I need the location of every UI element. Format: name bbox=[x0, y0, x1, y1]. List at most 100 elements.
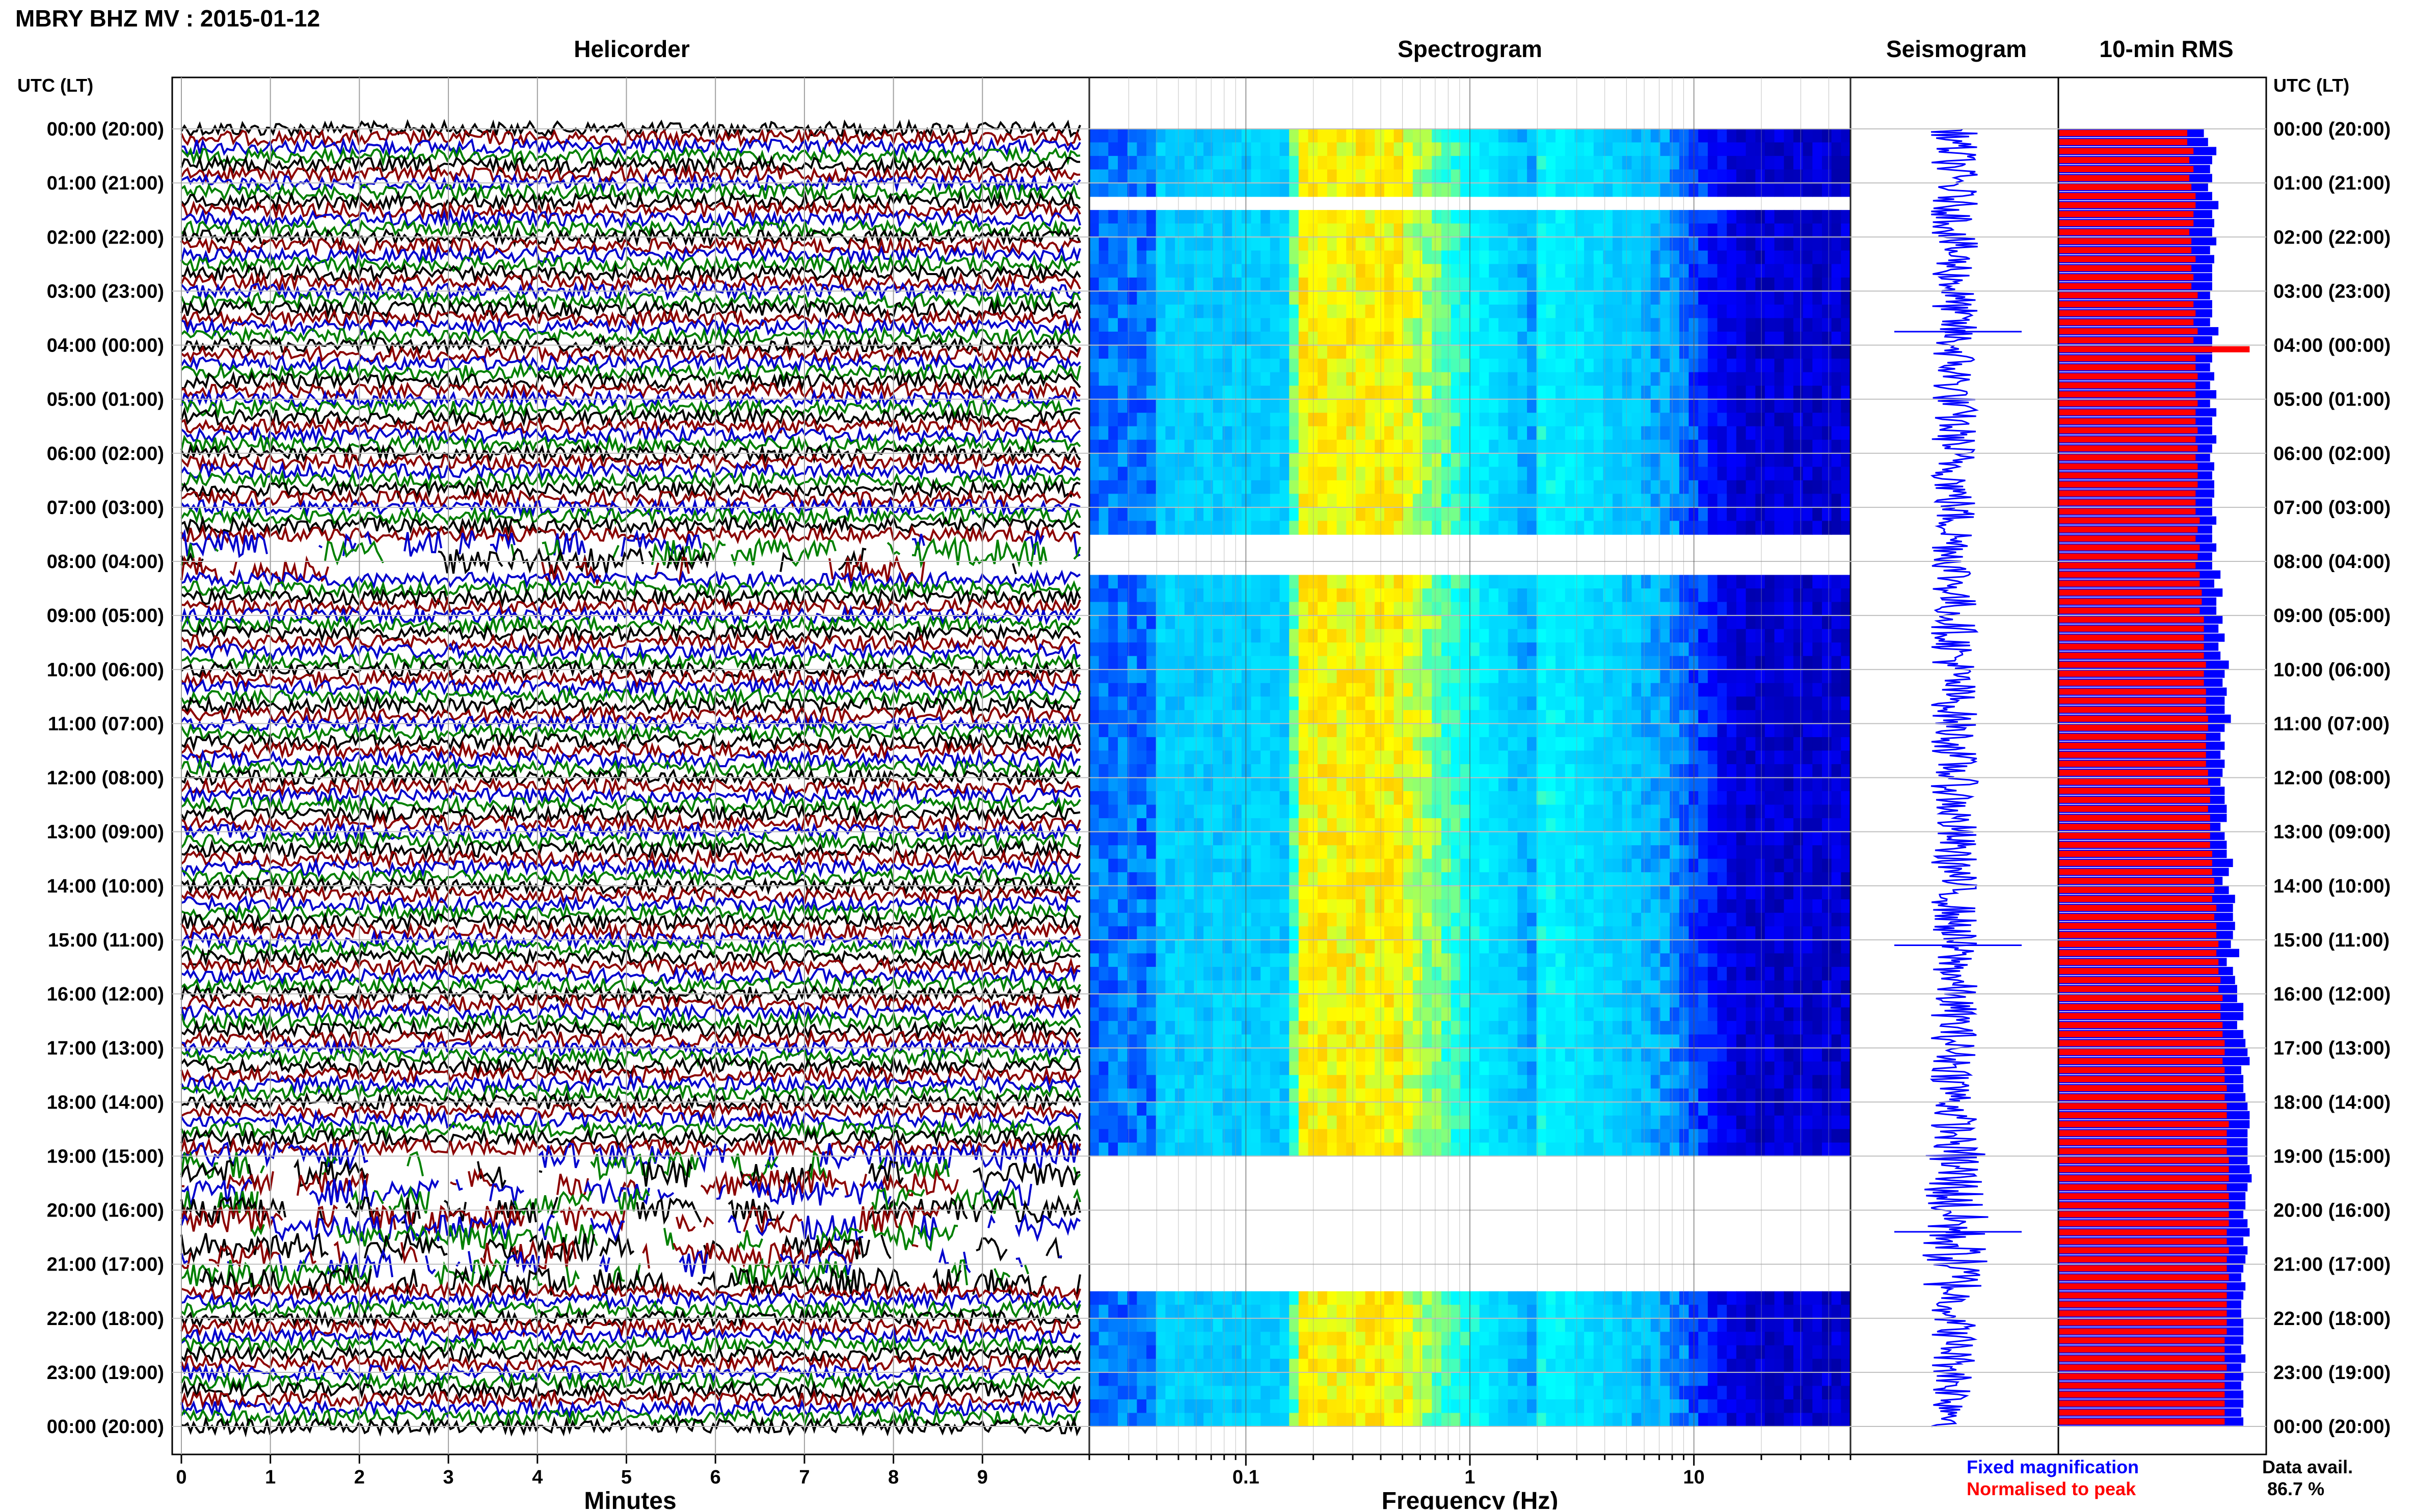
spectrogram-cell bbox=[1584, 831, 1594, 846]
spectrogram-cell bbox=[1222, 156, 1232, 170]
spectrogram-cell bbox=[1365, 129, 1376, 143]
spectrogram-cell bbox=[1298, 899, 1309, 913]
spectrogram-cell bbox=[1755, 372, 1765, 386]
spectrogram-cell bbox=[1764, 737, 1775, 751]
spectrogram-cell bbox=[1755, 818, 1765, 832]
spectrogram-cell bbox=[1746, 629, 1756, 643]
spectrogram-cell bbox=[1432, 507, 1442, 522]
spectrogram-cell bbox=[1641, 264, 1651, 278]
spectrogram-cell bbox=[1118, 440, 1128, 454]
spectrogram-cell bbox=[1698, 872, 1708, 886]
spectrogram-cell bbox=[1432, 210, 1442, 224]
spectrogram-cell bbox=[1108, 710, 1118, 724]
spectrogram-cell bbox=[1403, 872, 1413, 886]
spectrogram-cell bbox=[1108, 440, 1118, 454]
spectrogram-cell bbox=[1536, 440, 1547, 454]
spectrogram-cell bbox=[1127, 169, 1138, 183]
spectrogram-cell bbox=[1393, 318, 1404, 332]
spectrogram-cell bbox=[1118, 521, 1128, 535]
spectrogram-cell bbox=[1222, 994, 1232, 1008]
spectrogram-cell bbox=[1156, 169, 1166, 183]
spectrogram-cell bbox=[1555, 818, 1566, 832]
spectrogram-cell bbox=[1451, 277, 1461, 292]
spectrogram-cell bbox=[1460, 723, 1470, 738]
spectrogram-cell bbox=[1631, 912, 1642, 927]
spectrogram-cell bbox=[1613, 696, 1623, 711]
spectrogram-cell bbox=[1089, 818, 1099, 832]
spectrogram-cell bbox=[1650, 845, 1661, 859]
spectrogram-cell bbox=[1508, 142, 1518, 156]
spectrogram-cell bbox=[1508, 656, 1518, 670]
spectrogram-cell bbox=[1774, 953, 1785, 967]
spectrogram-cell bbox=[1098, 345, 1109, 359]
spectrogram-cell bbox=[1089, 656, 1099, 670]
spectrogram-cell bbox=[1536, 264, 1547, 278]
spectrogram-cell bbox=[1613, 710, 1623, 724]
spectrogram-cell bbox=[1812, 710, 1822, 724]
spectrogram-cell bbox=[1584, 250, 1594, 265]
spectrogram-cell bbox=[1555, 372, 1566, 386]
spectrogram-cell bbox=[1137, 453, 1147, 468]
spectrogram-cell bbox=[1641, 642, 1651, 657]
spectrogram-cell bbox=[1603, 980, 1613, 994]
spectrogram-cell bbox=[1498, 818, 1509, 832]
spectrogram-cell bbox=[1584, 629, 1594, 643]
spectrogram-cell bbox=[1098, 210, 1109, 224]
spectrogram-cell bbox=[1593, 858, 1604, 873]
spectrogram-cell bbox=[1489, 710, 1499, 724]
helicorder-trace bbox=[181, 397, 1081, 419]
spectrogram-cell bbox=[1137, 764, 1147, 778]
spectrogram-cell bbox=[1470, 669, 1480, 684]
spectrogram-cell bbox=[1698, 304, 1708, 319]
spectrogram-cell bbox=[1831, 304, 1842, 319]
spectrogram-cell bbox=[1127, 791, 1138, 805]
spectrogram-cell bbox=[1679, 683, 1689, 697]
spectrogram-cell bbox=[1194, 858, 1204, 873]
spectrogram-cell bbox=[1574, 332, 1585, 346]
spectrogram-cell bbox=[1707, 250, 1718, 265]
spectrogram-cell bbox=[1717, 629, 1728, 643]
spectrogram-cell bbox=[1812, 440, 1822, 454]
spectrogram-cell bbox=[1241, 453, 1252, 468]
helicorder-trace bbox=[180, 948, 1081, 968]
spectrogram-cell bbox=[1089, 183, 1099, 197]
spectrogram-cell bbox=[1822, 804, 1832, 819]
spectrogram-cell bbox=[1574, 507, 1585, 522]
spectrogram-cell bbox=[1241, 966, 1252, 981]
spectrogram-cell bbox=[1631, 440, 1642, 454]
spectrogram-cell bbox=[1222, 480, 1232, 495]
spectrogram-cell bbox=[1517, 656, 1527, 670]
spectrogram-cell bbox=[1298, 183, 1309, 197]
spectrogram-cell bbox=[1318, 399, 1328, 413]
spectrogram-cell bbox=[1279, 440, 1290, 454]
spectrogram-cell bbox=[1727, 737, 1737, 751]
spectrogram-cell bbox=[1613, 453, 1623, 468]
spectrogram-cell bbox=[1241, 440, 1252, 454]
spectrogram-cell bbox=[1727, 629, 1737, 643]
spectrogram-cell bbox=[1565, 926, 1575, 940]
spectrogram-cell bbox=[1441, 629, 1452, 643]
spectrogram-cell bbox=[1232, 467, 1242, 481]
spectrogram-cell bbox=[1698, 426, 1708, 440]
spectrogram-cell bbox=[1375, 872, 1385, 886]
spectrogram-cell bbox=[1546, 291, 1556, 305]
spectrogram-cell bbox=[1508, 642, 1518, 657]
spectrogram-cell bbox=[1118, 494, 1128, 508]
spectrogram-cell bbox=[1346, 345, 1356, 359]
spectrogram-cell bbox=[1118, 223, 1128, 237]
spectrogram-cell bbox=[1432, 399, 1442, 413]
spectrogram-cell bbox=[1727, 142, 1737, 156]
spectrogram-cell bbox=[1393, 575, 1404, 589]
spectrogram-cell bbox=[1517, 210, 1527, 224]
spectrogram-cell bbox=[1764, 723, 1775, 738]
spectrogram-cell bbox=[1517, 399, 1527, 413]
spectrogram-cell bbox=[1184, 804, 1195, 819]
spectrogram-cell bbox=[1555, 588, 1566, 603]
spectrogram-cell bbox=[1584, 818, 1594, 832]
spectrogram-cell bbox=[1479, 237, 1490, 251]
helicorder-trace bbox=[180, 335, 1081, 356]
spectrogram-cell bbox=[1403, 899, 1413, 913]
spectrogram-cell bbox=[1707, 291, 1718, 305]
spectrogram-cell bbox=[1222, 845, 1232, 859]
spectrogram-cell bbox=[1384, 804, 1394, 819]
